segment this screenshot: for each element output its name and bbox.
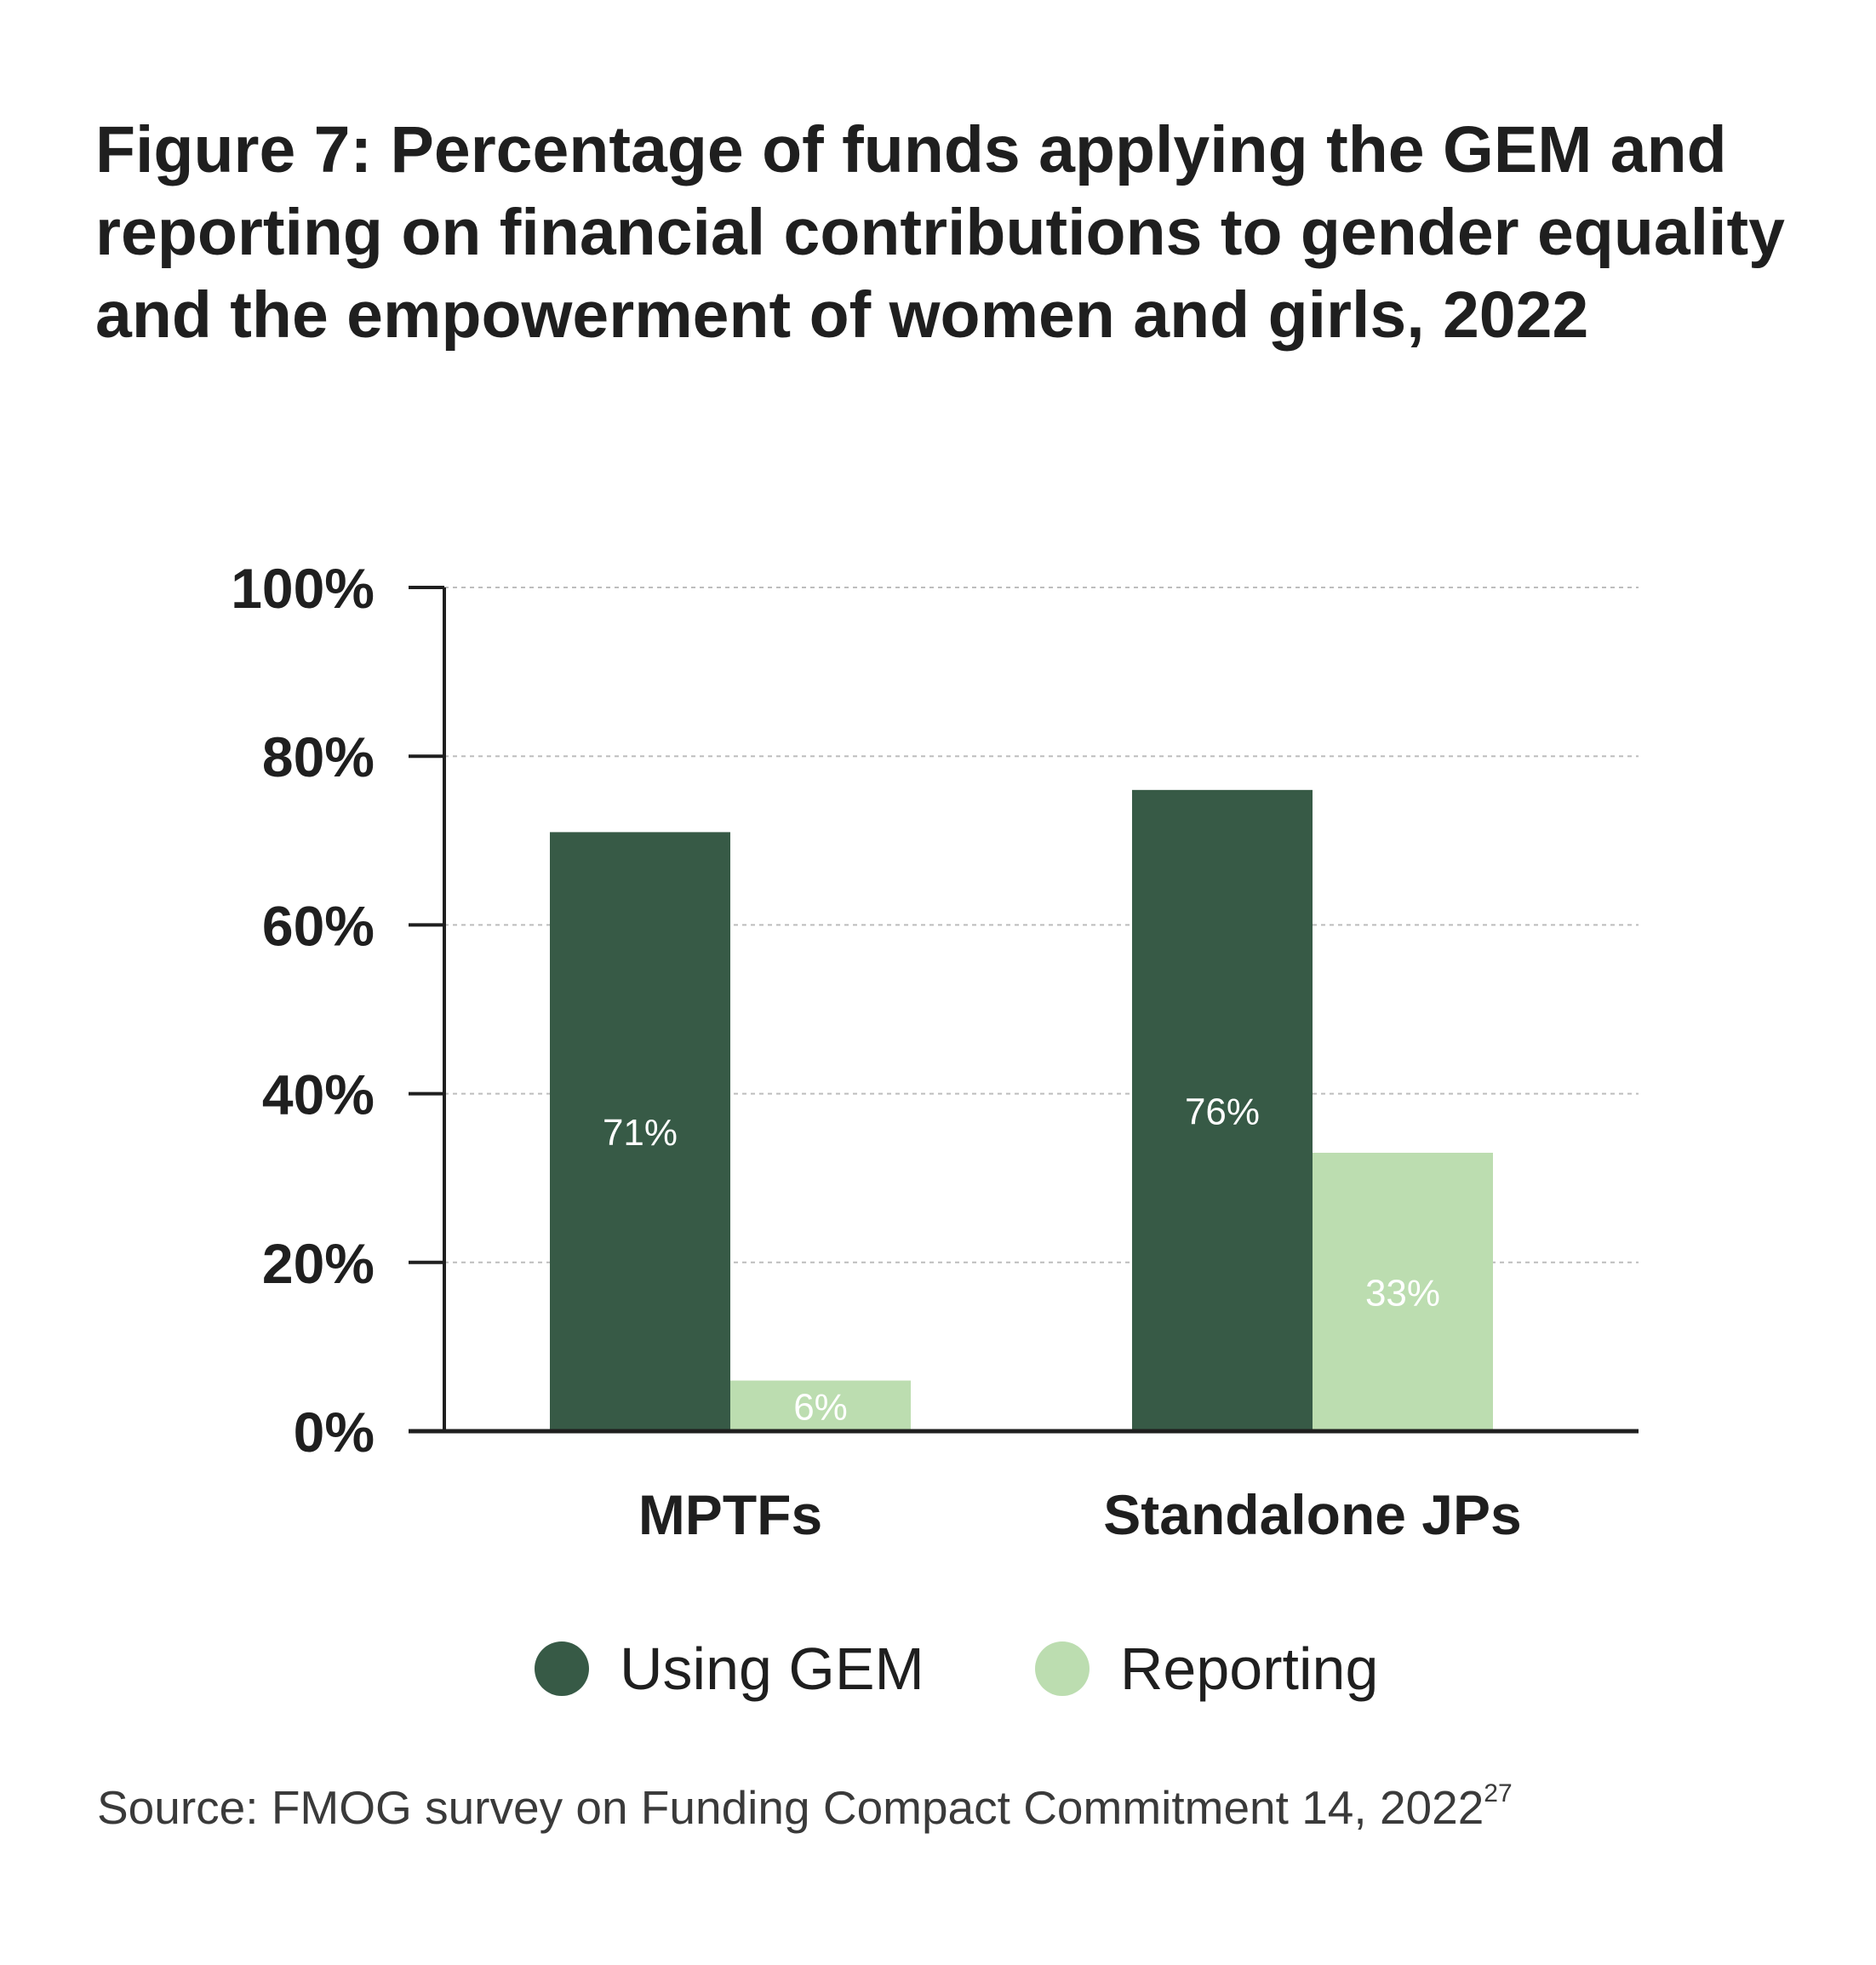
y-tick-label: 80% [262, 725, 375, 788]
data-label: 6% [793, 1386, 848, 1428]
legend-label-using-gem: Using GEM [620, 1636, 924, 1702]
y-tick-label: 100% [231, 557, 375, 620]
data-label: 76% [1185, 1091, 1260, 1132]
source-text: Source: FMOG survey on Funding Compact C… [97, 1781, 1484, 1834]
y-tick-label: 40% [262, 1063, 375, 1126]
legend: Using GEM Reporting [535, 1635, 1489, 1703]
bar-using-gem [550, 832, 730, 1431]
data-label: 33% [1365, 1272, 1440, 1314]
y-tick-label: 20% [262, 1232, 375, 1295]
y-tick-label: 0% [294, 1401, 375, 1464]
bars [550, 789, 1493, 1431]
legend-label-reporting: Reporting [1119, 1636, 1379, 1702]
labels: 0% 20% 40% 60% 80% 100% 71% 6% MPTFs 76% 33% Standa… [231, 557, 1522, 1546]
bar-reporting [730, 1380, 911, 1431]
data-label: 71% [603, 1112, 678, 1154]
legend-swatch-using-gem [535, 1641, 589, 1696]
bar-reporting [1313, 1152, 1493, 1431]
source-note: Source: FMOG survey on Funding Compact C… [97, 1779, 1513, 1835]
legend-item-using-gem: Using GEM [535, 1635, 924, 1703]
y-tick-label: 60% [262, 894, 375, 957]
x-category-label: Standalone JPs [1103, 1483, 1522, 1546]
axes [409, 586, 1639, 1434]
source-footnote-marker: 27 [1484, 1779, 1513, 1807]
bar-using-gem [1132, 789, 1313, 1431]
legend-item-reporting: Reporting [1034, 1635, 1379, 1703]
x-category-label: MPTFs [638, 1483, 822, 1546]
legend-swatch-reporting [1034, 1641, 1090, 1696]
chart-title: Figure 7: Percentage of funds applying t… [95, 113, 1785, 352]
